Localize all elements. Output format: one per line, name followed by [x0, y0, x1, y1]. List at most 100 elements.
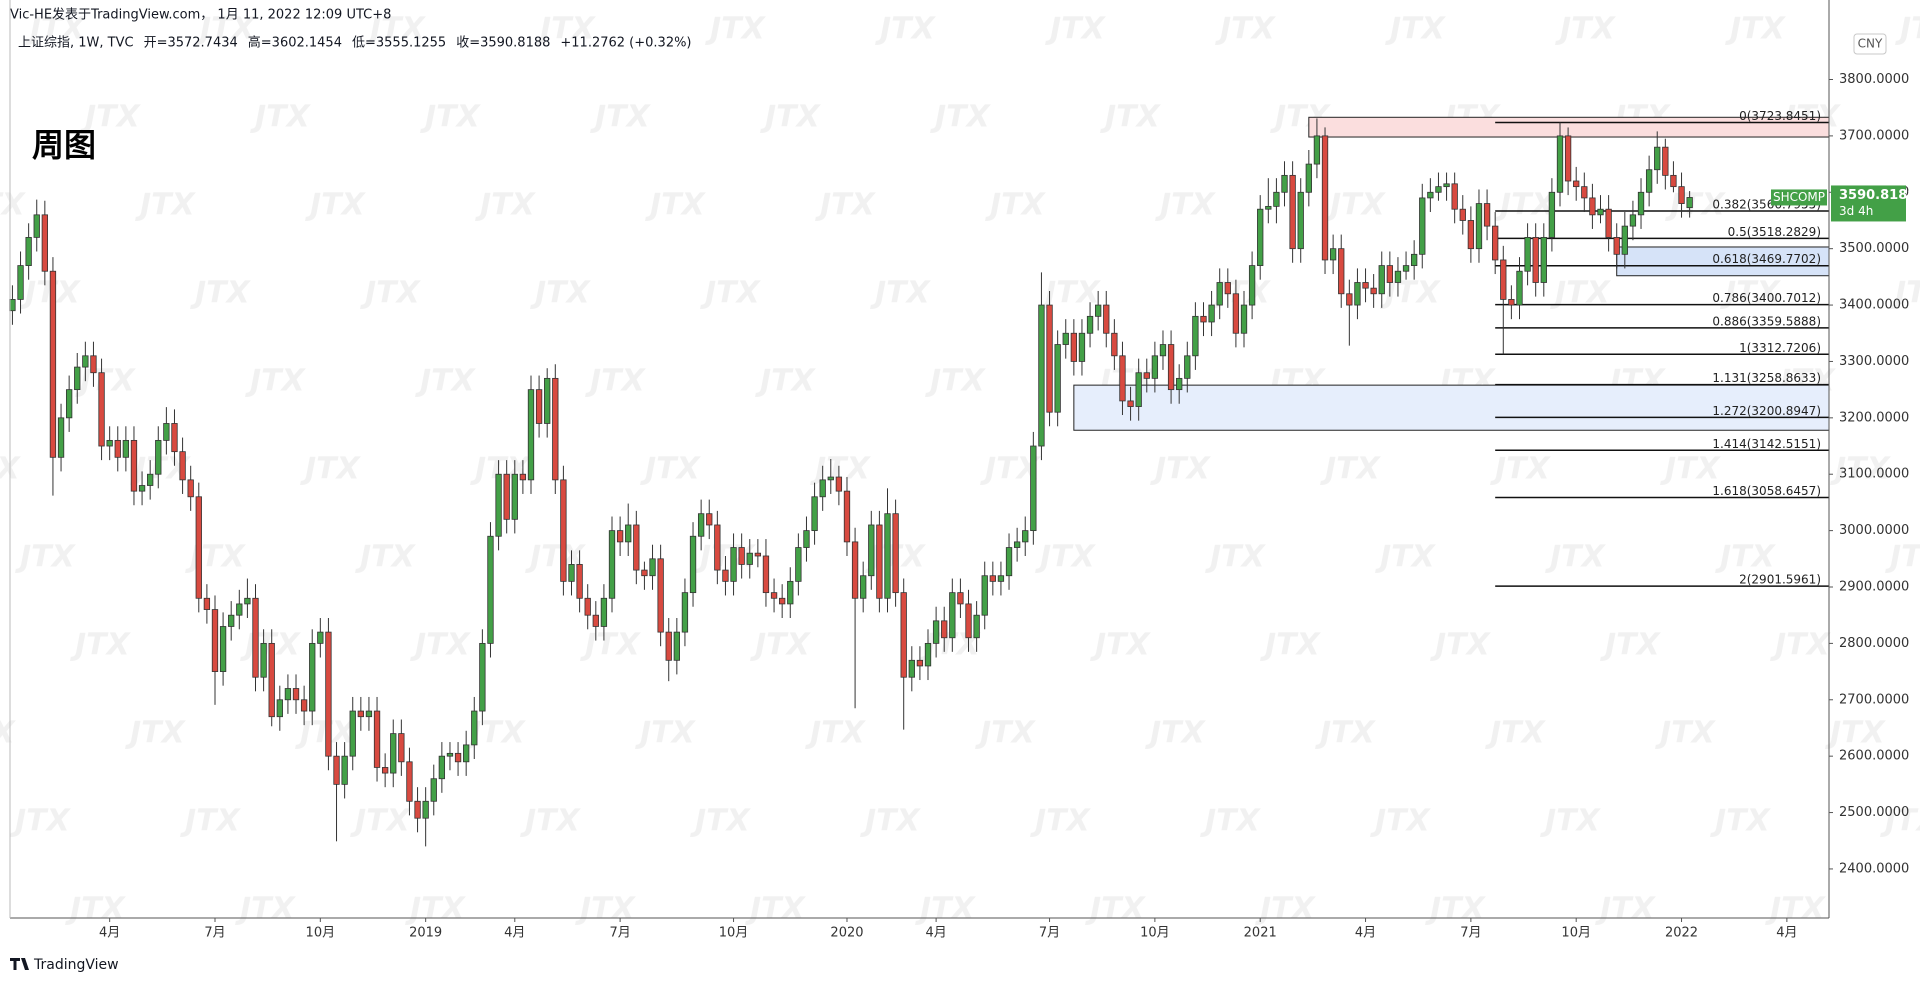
attribution: Vic-HE发表于TradingView.com， 1月 11, 2022 12… — [10, 7, 391, 23]
candle-body — [1686, 197, 1693, 209]
watermark: JTX — [985, 188, 1047, 223]
candle-body — [1483, 203, 1491, 227]
candle-body — [1078, 332, 1086, 362]
candle-body — [876, 524, 883, 599]
currency-button[interactable] — [1853, 33, 1887, 55]
watermark: JTX — [1385, 12, 1447, 47]
candle-body — [762, 555, 770, 594]
candle-body — [665, 631, 672, 661]
fib-label: 1.272(3200.8947) — [1712, 404, 1821, 418]
candle-body — [1670, 174, 1677, 188]
fib-label: 1(3312.7206) — [1739, 341, 1821, 355]
candle-body — [616, 530, 624, 543]
candle-body — [1394, 270, 1402, 283]
candle-body — [317, 631, 324, 644]
fib-label: 0.5(3518.2829) — [1728, 225, 1821, 239]
candle-body — [1159, 344, 1167, 357]
watermark: JTX — [10, 804, 72, 839]
last-price: 3590.8188 — [1839, 188, 1916, 203]
y-tick-label: 3400.0000 — [1839, 298, 1909, 313]
watermark: JTX — [305, 188, 367, 223]
candle-body — [1070, 332, 1078, 362]
watermark: JTX — [405, 892, 467, 927]
watermark: JTX — [1825, 716, 1887, 751]
watermark: JTX — [575, 892, 637, 927]
candle-body — [1281, 174, 1288, 193]
candle-body — [1232, 293, 1240, 334]
candle-body — [770, 592, 778, 599]
candle-body — [544, 377, 551, 424]
candle-body — [446, 752, 454, 757]
candle-body — [811, 496, 818, 532]
candle-body — [1500, 259, 1507, 300]
watermark: JTX — [1150, 452, 1212, 487]
fib-label: 0.618(3469.7702) — [1712, 252, 1821, 266]
candle-body — [1410, 253, 1418, 266]
candle-body — [1548, 191, 1556, 238]
candle-body — [1605, 208, 1612, 238]
ticker-box — [1771, 189, 1827, 206]
candle-body — [1143, 372, 1150, 379]
watermark: JTX — [1430, 628, 1492, 663]
watermark: JTX — [1315, 716, 1377, 751]
watermark: JTX — [1100, 100, 1162, 135]
watermark: JTX — [815, 188, 877, 223]
x-tick-label: 7月 — [609, 926, 630, 941]
candle-body — [1265, 205, 1272, 210]
watermark: JTX — [1370, 804, 1432, 839]
candle-body — [365, 710, 373, 718]
candle-body — [1467, 220, 1475, 250]
watermark: JTX — [135, 188, 197, 223]
candle-body — [997, 575, 1005, 582]
candle-body — [276, 699, 283, 718]
candle-body — [1192, 315, 1199, 357]
candle-body — [1338, 248, 1345, 295]
candle-body — [1127, 400, 1134, 407]
watermark: JTX — [860, 804, 922, 839]
watermark: JTX — [590, 100, 652, 135]
candle-body — [1508, 299, 1515, 306]
candle-body — [1224, 282, 1231, 295]
candle-body — [552, 377, 559, 481]
watermark: JTX — [1540, 804, 1602, 839]
x-tick-label: 2021 — [1244, 926, 1277, 941]
candle-body — [333, 755, 340, 785]
y-tick-label: 3700.0000 — [1839, 128, 1909, 143]
candle-body — [932, 620, 940, 644]
watermark: JTX — [1725, 12, 1787, 47]
candle-body — [1005, 547, 1013, 577]
watermark: JTX — [1715, 540, 1777, 575]
candle-body — [835, 476, 843, 492]
candle-body — [211, 609, 219, 672]
watermark: JTX — [1655, 716, 1717, 751]
watermark: JTX — [1045, 12, 1107, 47]
currency[interactable]: CNY — [1858, 37, 1883, 51]
candle-body — [1111, 332, 1118, 357]
candle-body — [292, 688, 300, 701]
candle-body — [633, 524, 640, 571]
x-tick-label: 4月 — [99, 926, 120, 941]
candle-body — [1305, 163, 1312, 193]
watermark: JTX — [1495, 188, 1557, 223]
candle-body — [1257, 208, 1264, 266]
candle-body — [57, 417, 65, 458]
candle-body — [1540, 236, 1547, 283]
watermark: JTX — [760, 100, 822, 135]
candle-body — [49, 270, 57, 458]
candle-body — [122, 439, 130, 458]
ohlc-value: 开=3572.7434 — [144, 36, 238, 51]
fib-label: 2(2901.5961) — [1739, 573, 1821, 587]
candle-body — [138, 485, 146, 492]
candle-body — [1313, 135, 1321, 165]
watermark: JTX — [1375, 540, 1437, 575]
watermark: JTX — [925, 364, 987, 399]
watermark: JTX — [755, 364, 817, 399]
candle-body — [1354, 282, 1361, 306]
candle-body — [463, 744, 470, 763]
candle-body — [203, 597, 211, 610]
fib-label: 1.414(3142.5151) — [1712, 437, 1821, 451]
x-tick-label: 4月 — [925, 926, 946, 941]
candle-body — [527, 389, 535, 481]
y-tick-label: 2600.0000 — [1839, 749, 1909, 764]
candle-body — [1556, 135, 1564, 193]
